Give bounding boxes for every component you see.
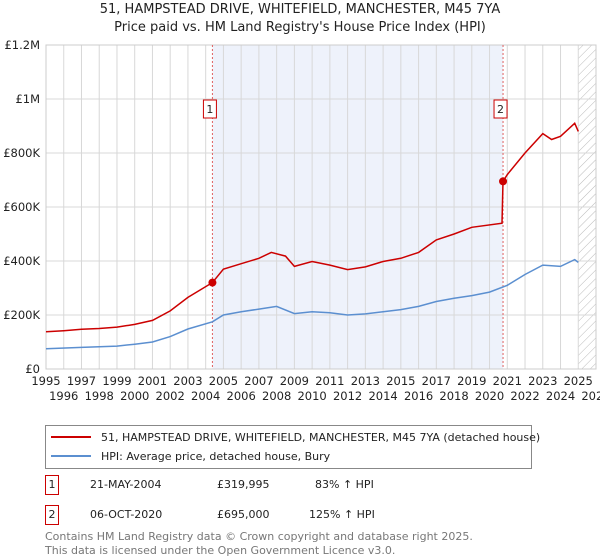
x-tick-label: 1997 [67, 374, 96, 388]
x-tick-label: 1996 [49, 389, 78, 403]
series-line [45, 122, 579, 333]
sale-point [499, 177, 508, 186]
transaction-hpi: 125% ↑ HPI [309, 508, 375, 521]
transaction-row: 2 06-OCT-2020 £695,000 125% ↑ HPI [45, 505, 445, 525]
x-tick-label: 1999 [102, 374, 131, 388]
x-tick-label: 2018 [439, 389, 468, 403]
marker-badge: 2 [45, 505, 59, 525]
marker-label: 2 [497, 103, 504, 116]
y-tick-label: £1M [15, 92, 40, 106]
legend-label: HPI: Average price, detached house, Bury [101, 449, 331, 463]
marker-label-box [493, 99, 508, 119]
x-tick-label: 2010 [297, 389, 326, 403]
x-tick-label: 2005 [209, 374, 238, 388]
x-tick-label: 2006 [227, 389, 256, 403]
x-tick-label: 2008 [262, 389, 291, 403]
y-tick-label: £400K [3, 254, 40, 268]
legend: 51, HAMPSTEAD DRIVE, WHITEFIELD, MANCHES… [45, 425, 540, 469]
transaction-date: 21-MAY-2004 [90, 478, 162, 491]
x-tick-label: 2023 [528, 374, 557, 388]
y-tick-label: £1.2M [4, 38, 40, 52]
chart-title: 51, HAMPSTEAD DRIVE, WHITEFIELD, MANCHES… [99, 2, 501, 17]
x-tick-label: 2017 [422, 374, 451, 388]
x-tick-label: 1998 [85, 389, 114, 403]
x-tick-label: 2011 [315, 374, 344, 388]
footer-licence: This data is licensed under the Open Gov… [45, 544, 396, 557]
marker-label: 1 [206, 103, 213, 116]
x-tick-label: 2026 [581, 389, 600, 403]
transaction-price: £695,000 [217, 508, 270, 521]
footer-copyright: Contains HM Land Registry data © Crown c… [45, 530, 473, 543]
marker-badge: 1 [45, 475, 59, 495]
x-tick-label: 2014 [368, 389, 397, 403]
x-tick-label: 2020 [475, 389, 504, 403]
y-tick-label: £800K [3, 146, 40, 160]
x-tick-label: 2007 [244, 374, 273, 388]
marker-label-box [202, 99, 217, 119]
transaction-hpi: 83% ↑ HPI [315, 478, 374, 491]
x-tick-label: 2016 [404, 389, 433, 403]
x-tick-label: 2001 [138, 374, 167, 388]
legend-item-property: 51, HAMPSTEAD DRIVE, WHITEFIELD, MANCHES… [51, 429, 540, 445]
x-tick-label: 2019 [457, 374, 486, 388]
x-tick-label: 2009 [280, 374, 309, 388]
x-tick-label: 2002 [156, 389, 185, 403]
x-tick-label: 2025 [564, 374, 593, 388]
y-tick-label: £0 [25, 362, 40, 376]
x-tick-label: 2015 [386, 374, 415, 388]
transaction-price: £319,995 [217, 478, 270, 491]
plot-border [45, 44, 597, 370]
x-tick-label: 1995 [31, 374, 60, 388]
x-tick-label: 2004 [191, 389, 220, 403]
x-tick-label: 2022 [510, 389, 539, 403]
transaction-row: 1 21-MAY-2004 £319,995 83% ↑ HPI [45, 475, 445, 495]
x-tick-label: 2000 [120, 389, 149, 403]
sale-point [208, 278, 217, 287]
y-tick-label: £200K [3, 308, 40, 322]
price-chart: 1995199619971998199920002001200220032004… [3, 38, 600, 403]
x-tick-label: 2012 [333, 389, 362, 403]
x-tick-label: 2013 [351, 374, 380, 388]
chart-subtitle: Price paid vs. HM Land Registry's House … [114, 20, 486, 35]
y-tick-label: £600K [3, 200, 40, 214]
transaction-date: 06-OCT-2020 [90, 508, 163, 521]
legend-label: 51, HAMPSTEAD DRIVE, WHITEFIELD, MANCHES… [101, 430, 541, 444]
legend-item-hpi: HPI: Average price, detached house, Bury [51, 448, 330, 464]
x-tick-label: 2024 [546, 389, 575, 403]
series-line [45, 258, 579, 350]
x-tick-label: 2003 [173, 374, 202, 388]
x-tick-label: 2021 [493, 374, 522, 388]
